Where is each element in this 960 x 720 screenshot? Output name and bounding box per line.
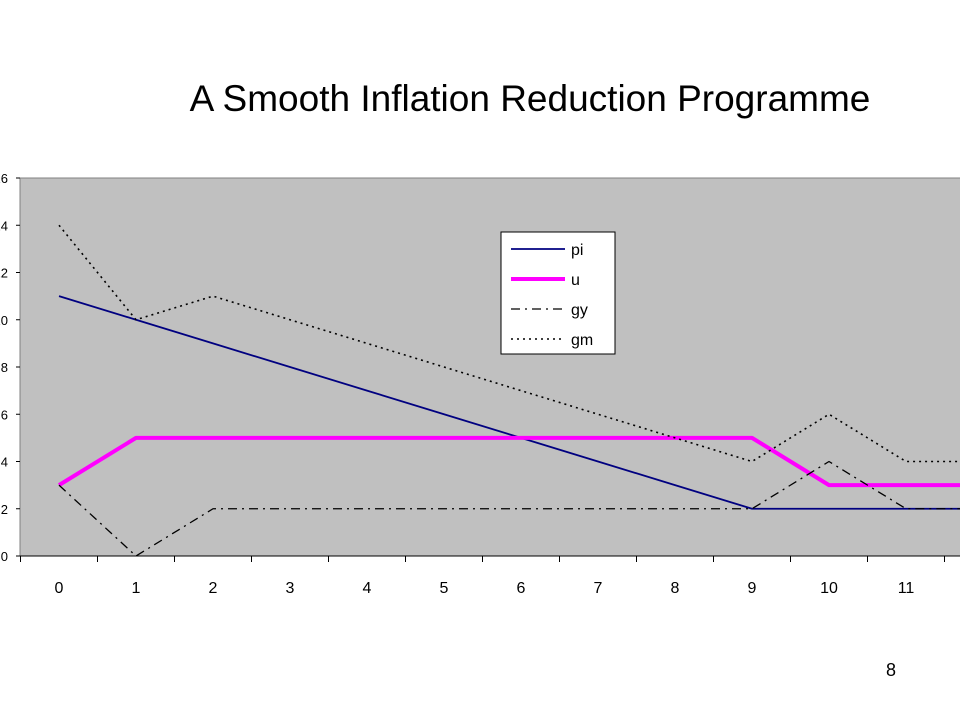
x-tick-label: 6	[517, 580, 526, 597]
x-tick-label: 0	[55, 580, 64, 597]
x-tick-label: 9	[748, 580, 757, 597]
series-line-u	[57, 435, 960, 488]
y-tick-label: 14	[0, 218, 8, 233]
plot-area	[19, 177, 960, 557]
legend-label-gy: gy	[571, 302, 588, 319]
x-tick-label: 11	[898, 580, 915, 597]
x-tick-label: 10	[820, 580, 838, 597]
legend-label-pi: pi	[571, 242, 583, 259]
x-tick-label: 2	[209, 580, 218, 597]
page-number: 8	[886, 660, 897, 680]
x-tick-label: 4	[363, 580, 372, 597]
x-tick-label: 7	[594, 580, 603, 597]
legend: pi u gy gm	[500, 231, 616, 355]
legend-label-u: u	[571, 272, 580, 289]
y-tick-label: 8	[1, 360, 8, 375]
y-tick-label: 6	[1, 407, 8, 422]
x-tick-label: 3	[286, 580, 295, 597]
y-tick-label: 4	[1, 455, 8, 470]
legend-label-gm: gm	[571, 332, 593, 349]
x-tick-label: 5	[440, 580, 449, 597]
y-tick-label: 12	[0, 266, 8, 281]
y-tick-label: 2	[1, 502, 8, 517]
series-line-gy	[58, 460, 960, 557]
chart-title: A Smooth Inflation Reduction Programme	[189, 78, 871, 119]
y-tick-label: 0	[1, 549, 8, 564]
legend-box	[500, 231, 616, 355]
x-tick-label: 1	[132, 580, 141, 597]
x-tick-label: 8	[671, 580, 680, 597]
y-tick-label: 16	[0, 171, 8, 186]
y-tick-label: 10	[0, 313, 8, 328]
